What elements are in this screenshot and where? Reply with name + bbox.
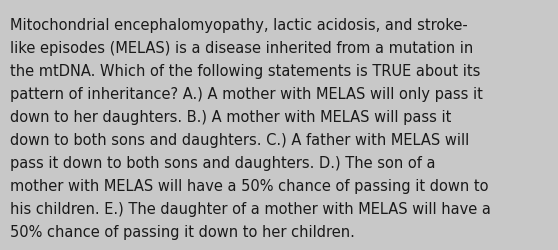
Text: like episodes (MELAS) is a disease inherited from a mutation in: like episodes (MELAS) is a disease inher… (10, 40, 473, 56)
Text: mother with MELAS will have a 50% chance of passing it down to: mother with MELAS will have a 50% chance… (10, 178, 489, 194)
Text: pattern of inheritance? A.) A mother with MELAS will only pass it: pattern of inheritance? A.) A mother wit… (10, 86, 483, 102)
Text: 50% chance of passing it down to her children.: 50% chance of passing it down to her chi… (10, 224, 355, 240)
Text: down to both sons and daughters. C.) A father with MELAS will: down to both sons and daughters. C.) A f… (10, 132, 469, 148)
Text: pass it down to both sons and daughters. D.) The son of a: pass it down to both sons and daughters.… (10, 156, 436, 170)
Text: Mitochondrial encephalomyopathy, lactic acidosis, and stroke-: Mitochondrial encephalomyopathy, lactic … (10, 18, 468, 32)
Text: the mtDNA. Which of the following statements is TRUE about its: the mtDNA. Which of the following statem… (10, 64, 480, 78)
Text: his children. E.) The daughter of a mother with MELAS will have a: his children. E.) The daughter of a moth… (10, 202, 491, 216)
Text: down to her daughters. B.) A mother with MELAS will pass it: down to her daughters. B.) A mother with… (10, 110, 451, 124)
